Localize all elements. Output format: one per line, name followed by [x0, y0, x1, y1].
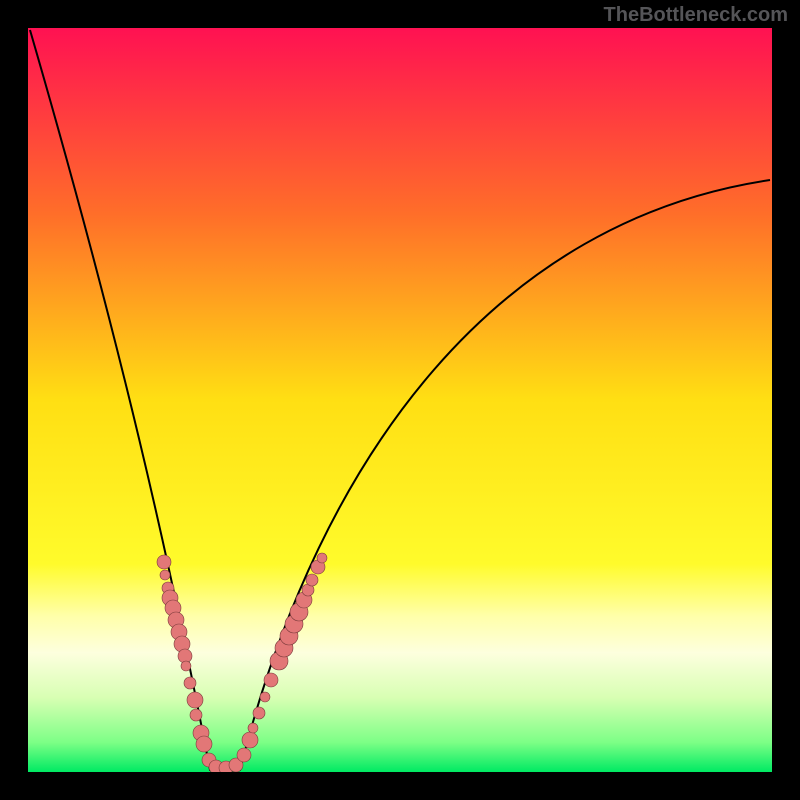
bead-marker	[237, 748, 251, 762]
bead-marker	[196, 736, 212, 752]
bead-marker	[184, 677, 196, 689]
plot-area	[28, 28, 772, 775]
bead-marker	[181, 661, 191, 671]
bead-marker	[248, 723, 258, 733]
bead-marker	[157, 555, 171, 569]
bead-marker	[264, 673, 278, 687]
bead-marker	[253, 707, 265, 719]
bead-marker	[306, 574, 318, 586]
bead-marker	[187, 692, 203, 708]
bead-marker	[160, 570, 170, 580]
bead-marker	[190, 709, 202, 721]
bead-marker	[260, 692, 270, 702]
chart-frame: TheBottleneck.com	[0, 0, 800, 800]
watermark-text: TheBottleneck.com	[604, 4, 788, 27]
chart-svg	[0, 0, 800, 800]
bead-marker	[317, 553, 327, 563]
gradient-background	[28, 28, 772, 772]
bead-marker	[242, 732, 258, 748]
